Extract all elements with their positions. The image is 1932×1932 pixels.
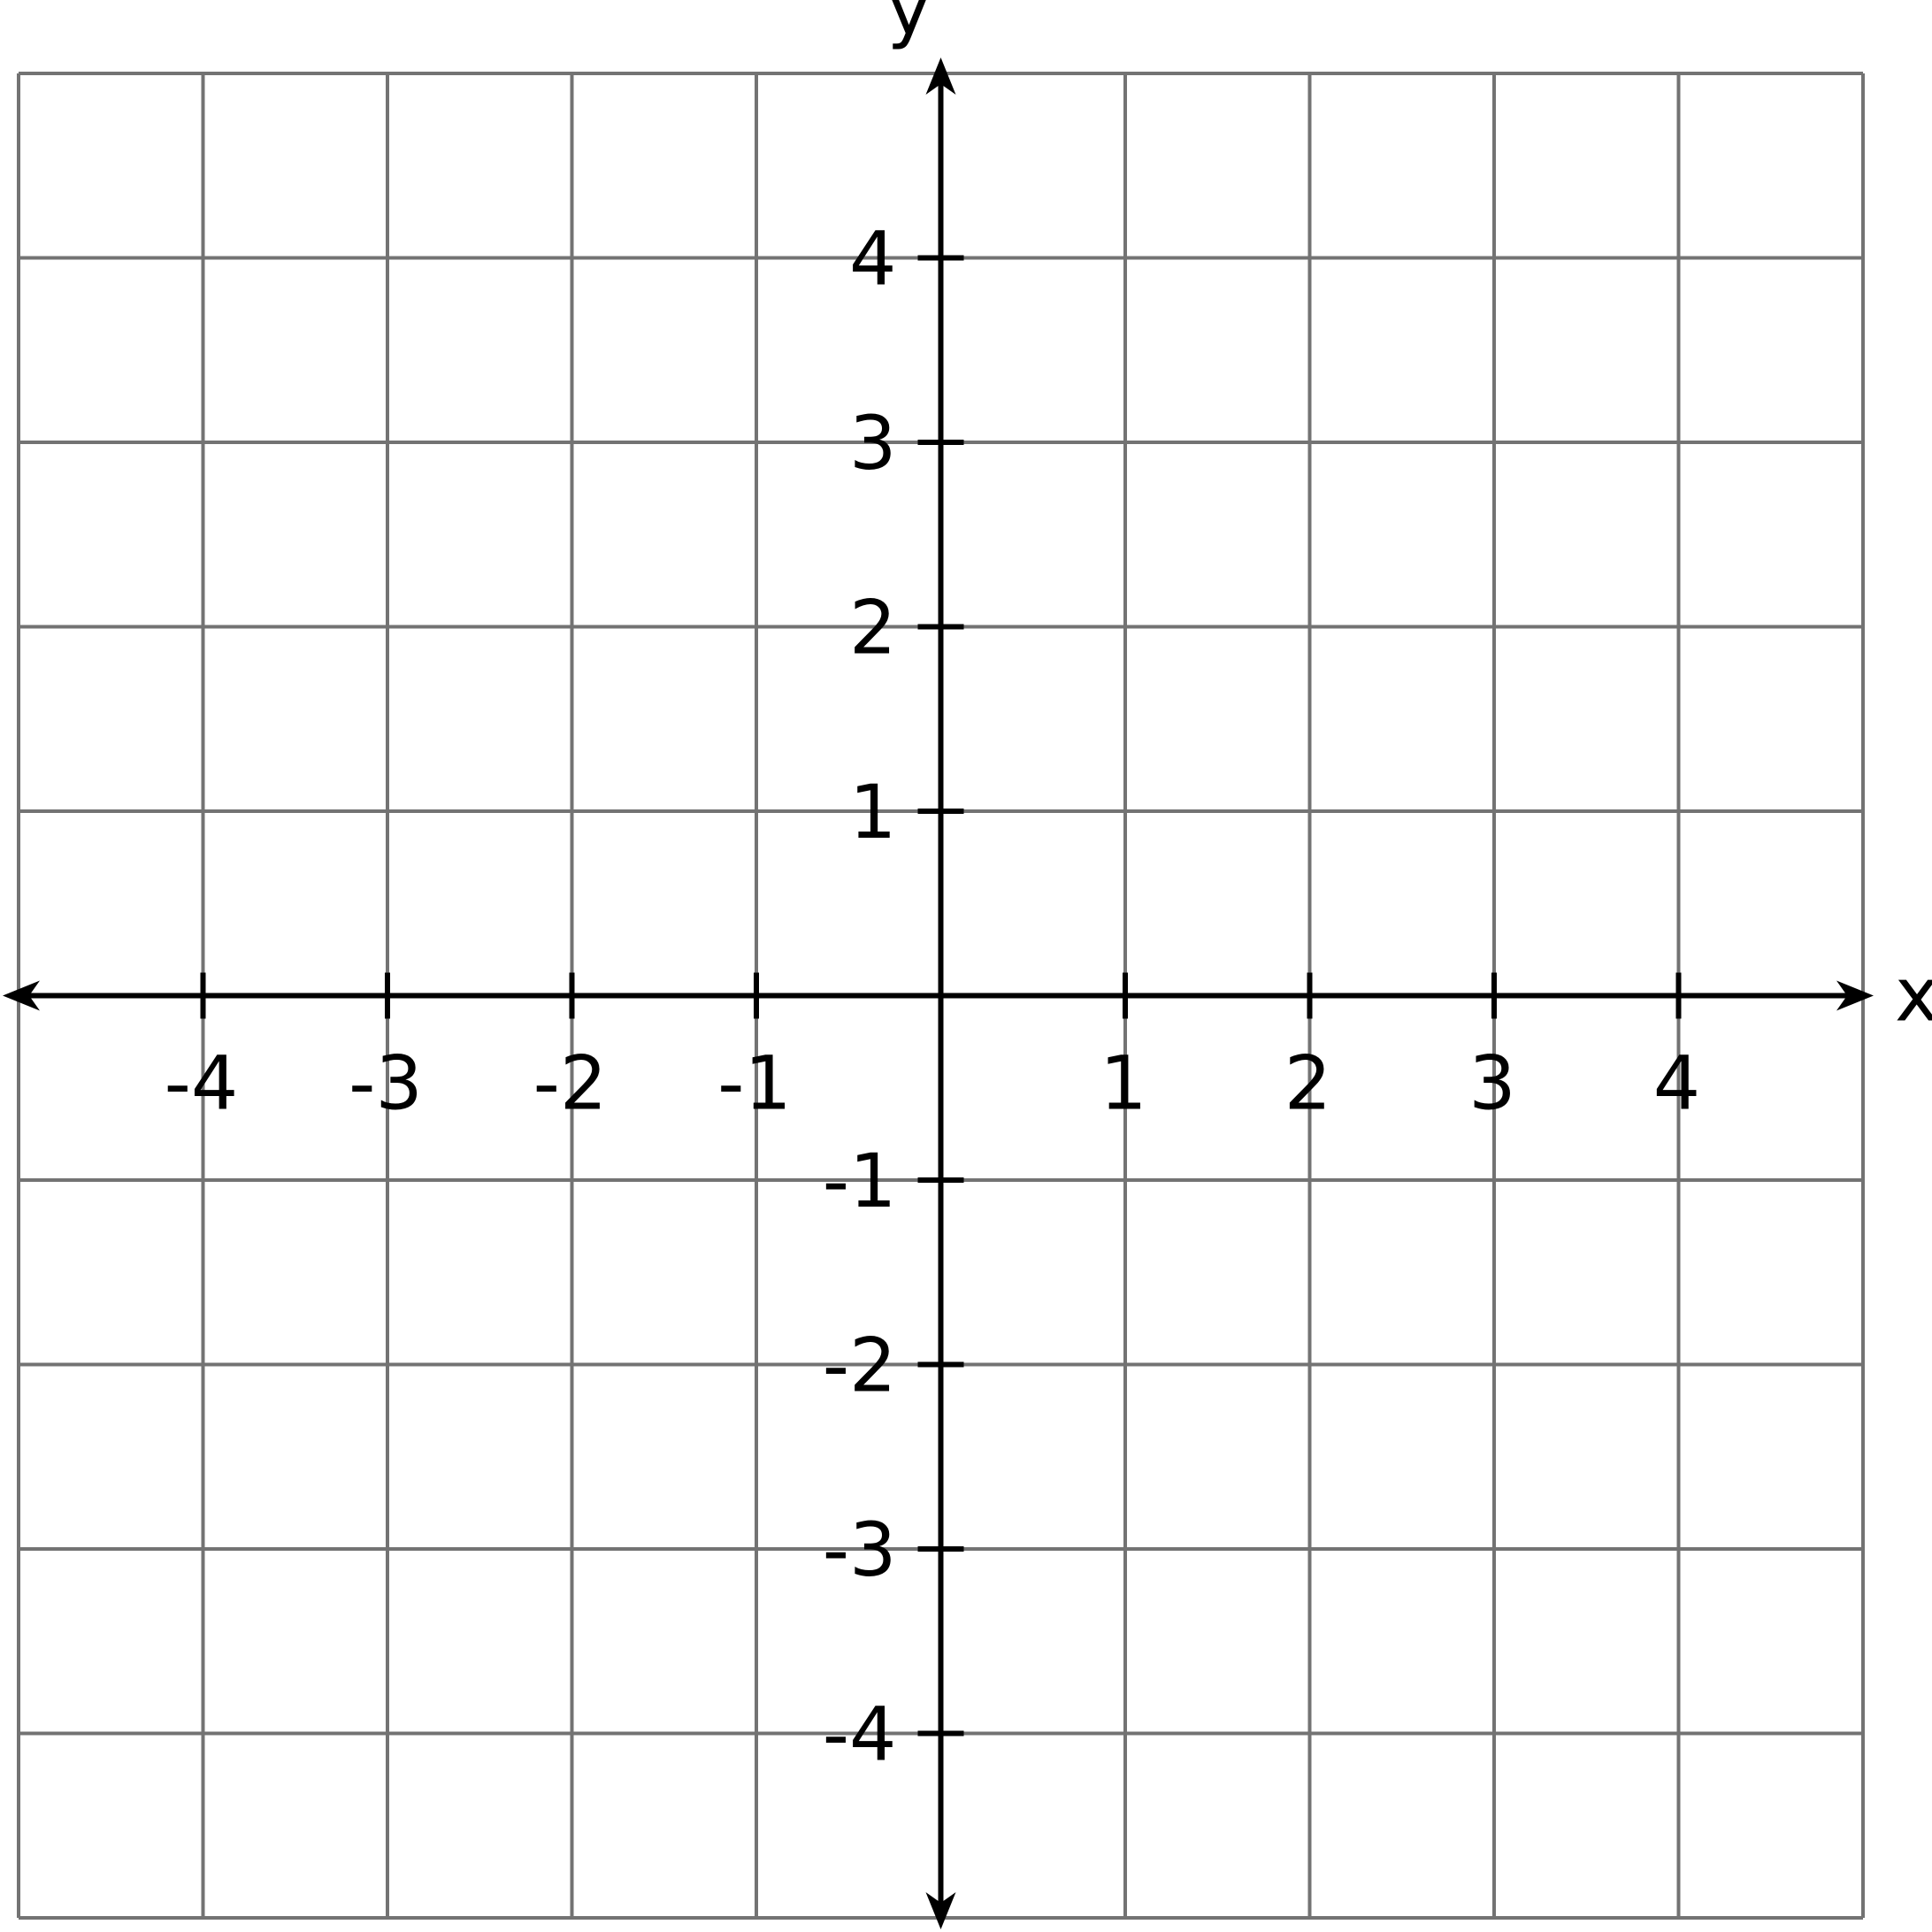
y-tick-label: 3 xyxy=(849,400,896,487)
x-tick-label: 1 xyxy=(1100,1040,1146,1127)
y-axis-label: y xyxy=(887,0,932,51)
y-tick-label: -4 xyxy=(823,1691,897,1778)
ticks xyxy=(200,255,1682,1736)
x-tick-label: -3 xyxy=(349,1040,423,1127)
y-tick-label: -1 xyxy=(823,1138,897,1224)
x-tick-label: -1 xyxy=(717,1040,792,1127)
x-tick-label: -4 xyxy=(165,1040,239,1127)
x-axis-label: x xyxy=(1895,952,1932,1039)
y-tick-label: -2 xyxy=(823,1322,897,1409)
x-tick-label: 4 xyxy=(1653,1040,1700,1127)
y-tick-label: 1 xyxy=(849,769,896,855)
x-axis-right-arrow-icon xyxy=(1836,980,1874,1011)
tick-labels: -4 -3 -2 -1 1 2 3 4 -4 -3 -2 -1 1 2 3 4 xyxy=(165,216,1701,1778)
y-tick-label: -3 xyxy=(823,1506,897,1593)
y-tick-label: 2 xyxy=(849,585,896,671)
y-tick-label: 4 xyxy=(849,216,896,303)
x-axis-left-arrow-icon xyxy=(3,980,40,1011)
y-axis-bottom-arrow-icon xyxy=(925,1892,956,1929)
y-axis-top-arrow-icon xyxy=(925,58,956,95)
axes xyxy=(3,58,1874,1929)
x-tick-label: 2 xyxy=(1284,1040,1331,1127)
x-tick-label: 3 xyxy=(1468,1040,1515,1127)
x-tick-label: -2 xyxy=(533,1040,608,1127)
